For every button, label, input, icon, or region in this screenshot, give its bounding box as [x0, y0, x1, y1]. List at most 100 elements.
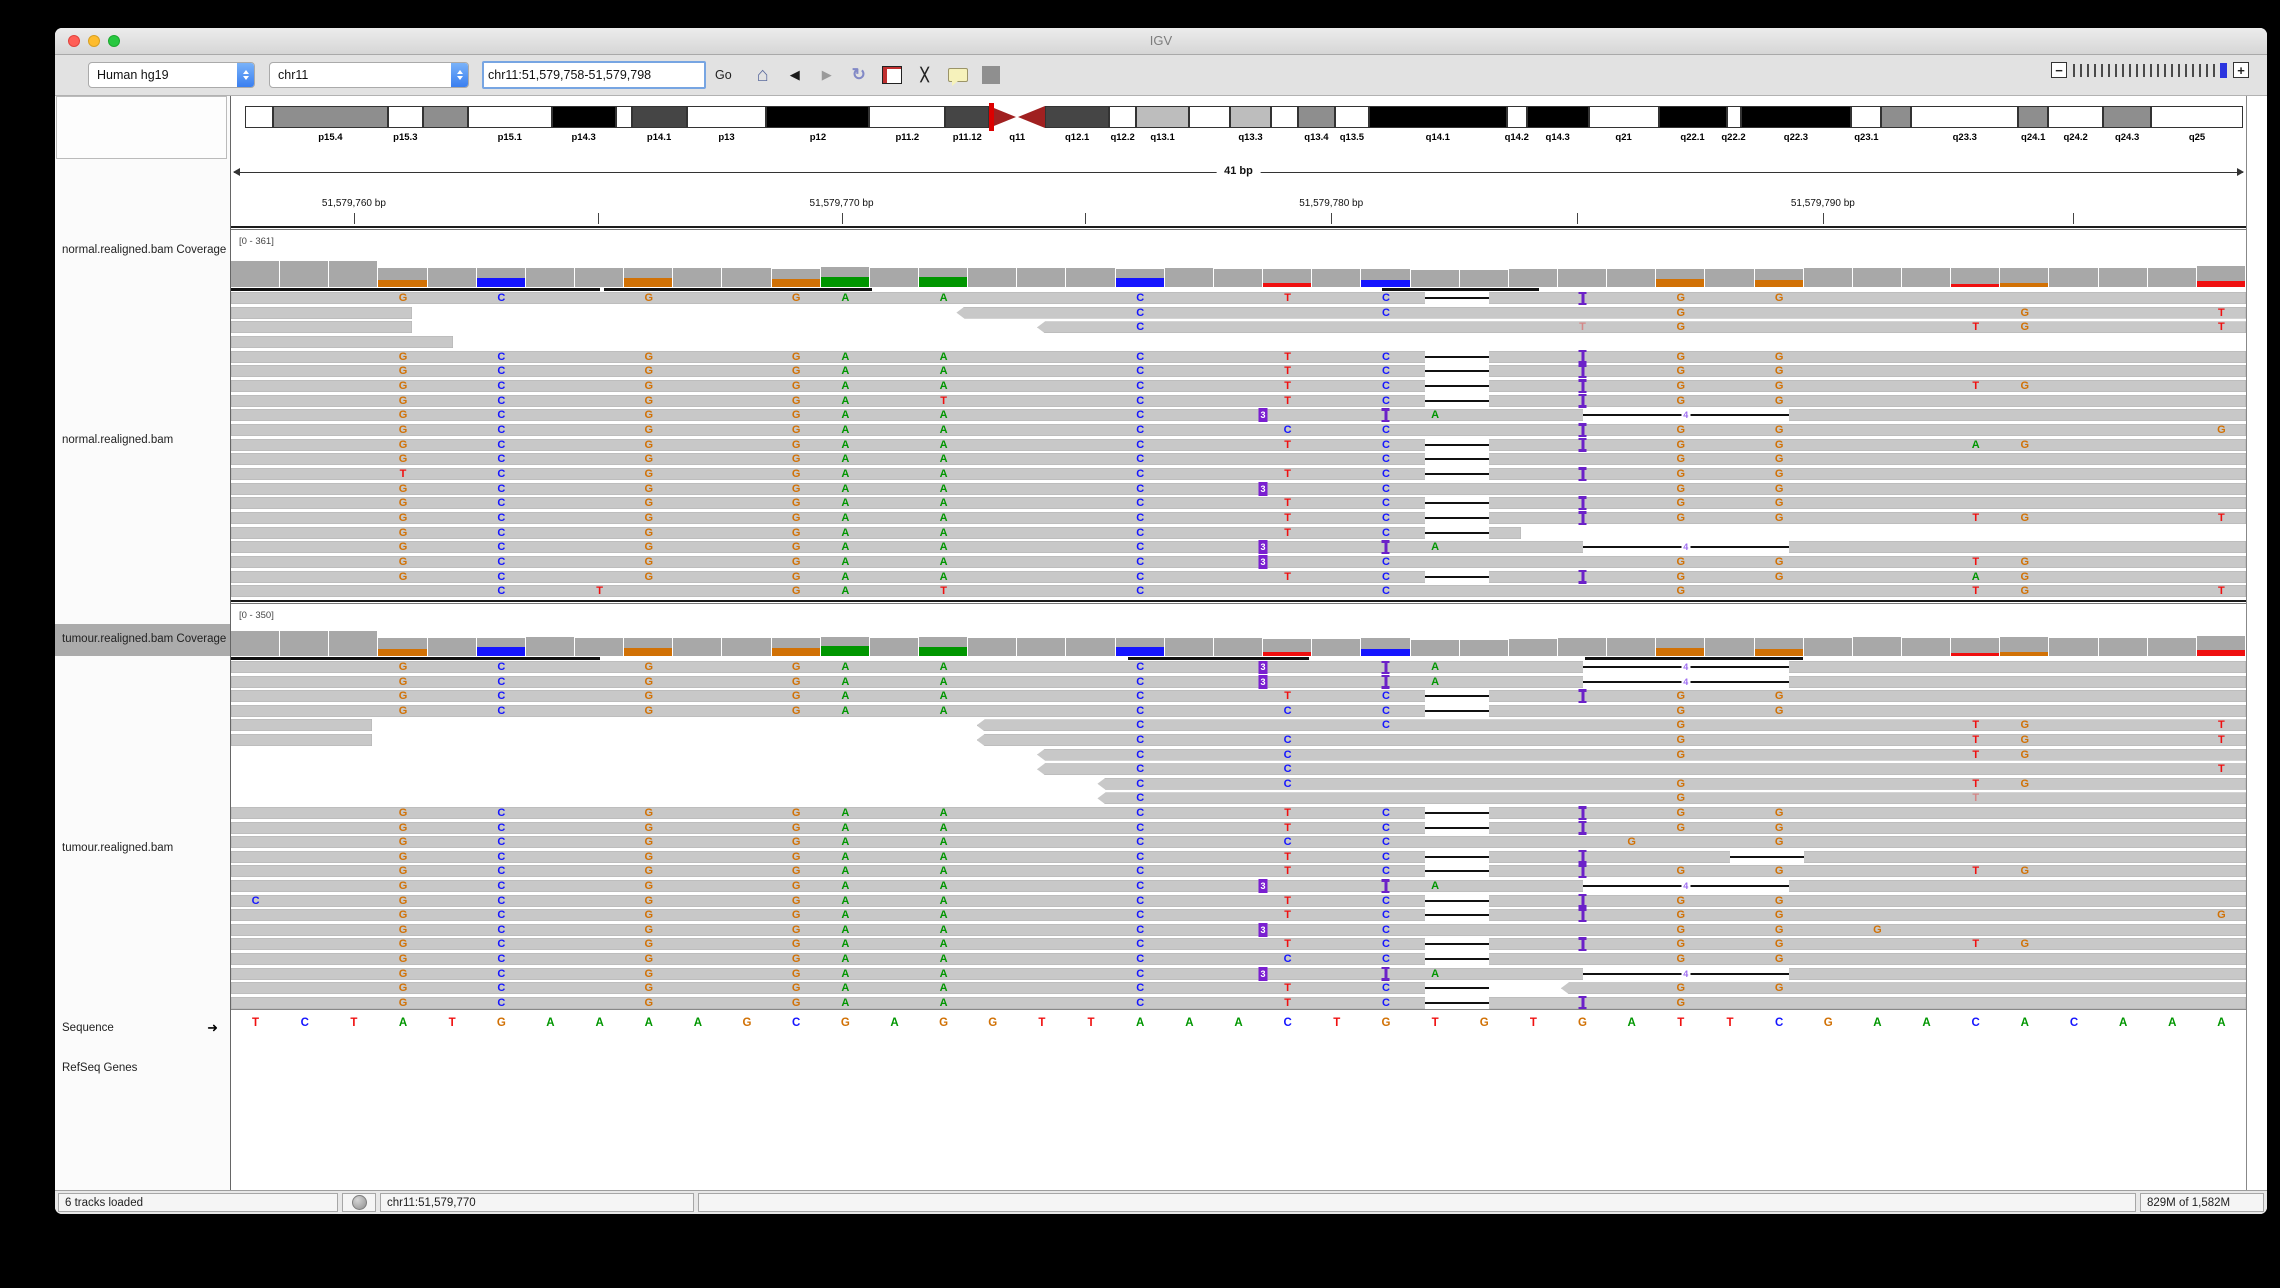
coverage-bar[interactable]: [2049, 637, 2098, 656]
coverage-bar[interactable]: [1263, 269, 1312, 287]
cytoband-q24.3[interactable]: [2103, 106, 2152, 128]
home-icon[interactable]: ⌂: [756, 63, 769, 86]
coverage-bar[interactable]: [1066, 268, 1115, 287]
coverage-bar[interactable]: [2196, 266, 2245, 287]
coverage-bar[interactable]: [1951, 637, 2000, 656]
read[interactable]: [231, 350, 2246, 363]
track-label-normal-coverage[interactable]: normal.realigned.bam Coverage: [62, 244, 227, 256]
close-button[interactable]: [68, 35, 80, 47]
zoom-level-tick[interactable]: [2171, 63, 2173, 77]
insertion-marker[interactable]: [1578, 937, 1587, 952]
read[interactable]: [231, 541, 2246, 554]
cytoband-p15.1[interactable]: [467, 106, 552, 128]
cytoband-p15.4[interactable]: [272, 106, 388, 128]
zoom-level-tick[interactable]: [2192, 63, 2194, 77]
coverage-bar[interactable]: [1459, 270, 1508, 287]
read[interactable]: [976, 719, 2246, 732]
read[interactable]: [231, 675, 2246, 688]
cytoband-q13.1[interactable]: [1136, 106, 1190, 128]
read[interactable]: [231, 661, 2246, 673]
read[interactable]: [231, 336, 453, 348]
coverage-bar[interactable]: [1951, 268, 2000, 287]
coverage-bar[interactable]: [1263, 638, 1312, 656]
insertion-marker[interactable]: [1381, 674, 1390, 689]
zoom-level-tick[interactable]: [2136, 63, 2138, 77]
read[interactable]: [976, 734, 2246, 746]
read[interactable]: [231, 438, 2246, 451]
cytoband-q14.2[interactable]: [1506, 106, 1527, 128]
genome-select[interactable]: Human hg19: [88, 62, 255, 88]
coverage-bar[interactable]: [771, 268, 820, 287]
refresh-icon[interactable]: ↻: [851, 65, 866, 84]
coverage-bar[interactable]: [280, 631, 329, 656]
coverage-bar[interactable]: [1656, 268, 1705, 287]
tooltip-icon[interactable]: [947, 68, 968, 86]
coverage-bar[interactable]: [1508, 638, 1557, 656]
ideogram-bar[interactable]: [245, 103, 2243, 131]
zoom-out-button[interactable]: −: [2051, 62, 2067, 78]
coverage-bar[interactable]: [575, 268, 624, 287]
coverage-bar[interactable]: [1803, 637, 1852, 656]
coverage-bar[interactable]: [525, 267, 575, 287]
read[interactable]: [231, 394, 2246, 407]
read[interactable]: [231, 292, 2246, 304]
read[interactable]: [1097, 777, 2246, 790]
zoom-level-tick[interactable]: [2108, 63, 2110, 77]
coverage-bar[interactable]: [2000, 267, 2049, 287]
track-label-tumour-coverage[interactable]: tumour.realigned.bam Coverage: [62, 633, 227, 645]
insertion-marker[interactable]: [1381, 879, 1390, 893]
zoom-level-tick[interactable]: [2115, 63, 2117, 77]
read[interactable]: [1037, 763, 2246, 776]
read[interactable]: [231, 570, 2246, 583]
read[interactable]: [1037, 321, 2246, 334]
coverage-bar[interactable]: [427, 268, 476, 287]
chromosome-select[interactable]: chr11: [269, 62, 469, 88]
read[interactable]: [231, 512, 2246, 525]
cytoband[interactable]: [422, 106, 468, 128]
coverage-bar[interactable]: [1852, 637, 1901, 656]
coverage-bar[interactable]: [624, 268, 673, 287]
cytoband-q13.3[interactable]: [1230, 106, 1271, 128]
read[interactable]: [231, 923, 2246, 936]
insertion-marker[interactable]: [1578, 496, 1587, 511]
region-tool-icon[interactable]: [881, 66, 902, 84]
zoom-level-tick[interactable]: [2080, 63, 2082, 77]
read[interactable]: [231, 909, 2246, 922]
coverage-bar[interactable]: [1754, 638, 1803, 656]
coverage-bar[interactable]: [771, 638, 820, 656]
cytoband[interactable]: [245, 106, 273, 128]
coverage-bar[interactable]: [525, 637, 575, 656]
insertion-marker[interactable]: 3: [1258, 674, 1268, 689]
read[interactable]: [231, 409, 2246, 422]
zoom-level-tick[interactable]: [2143, 63, 2145, 77]
insertion-marker[interactable]: [1578, 437, 1587, 452]
coverage-bar[interactable]: [1213, 638, 1263, 656]
coverage-bar[interactable]: [329, 261, 378, 287]
insertion-marker[interactable]: [1578, 292, 1587, 305]
go-button[interactable]: Go: [715, 68, 732, 82]
cytoband-q23.3[interactable]: [1911, 106, 2019, 128]
zoom-level-tick[interactable]: [2164, 63, 2166, 77]
read[interactable]: [1037, 748, 2246, 761]
forward-icon[interactable]: ▶: [821, 67, 832, 82]
zoom-level-tick[interactable]: [2157, 63, 2159, 77]
cytoband-q13.4[interactable]: [1297, 106, 1335, 128]
read[interactable]: [231, 468, 2246, 481]
zoom-level-tick[interactable]: [2178, 63, 2180, 77]
read[interactable]: [231, 880, 2246, 892]
coverage-bar[interactable]: [1459, 639, 1508, 656]
insertion-marker[interactable]: 3: [1258, 540, 1268, 555]
coverage-bar[interactable]: [2147, 268, 2196, 287]
coverage-bar[interactable]: [1410, 639, 1459, 656]
coverage-bar[interactable]: [378, 637, 427, 656]
read[interactable]: [231, 497, 2246, 510]
read[interactable]: [231, 734, 373, 746]
insertion-marker[interactable]: [1578, 908, 1587, 923]
cytoband-p14.3[interactable]: [551, 106, 616, 128]
cytoband-q14.3[interactable]: [1526, 106, 1589, 128]
coverage-bar[interactable]: [1017, 268, 1066, 287]
coverage-bar[interactable]: [2098, 637, 2147, 656]
insertion-marker[interactable]: [1578, 849, 1587, 864]
cytoband-q22.3[interactable]: [1740, 106, 1852, 128]
read[interactable]: [231, 585, 2246, 598]
